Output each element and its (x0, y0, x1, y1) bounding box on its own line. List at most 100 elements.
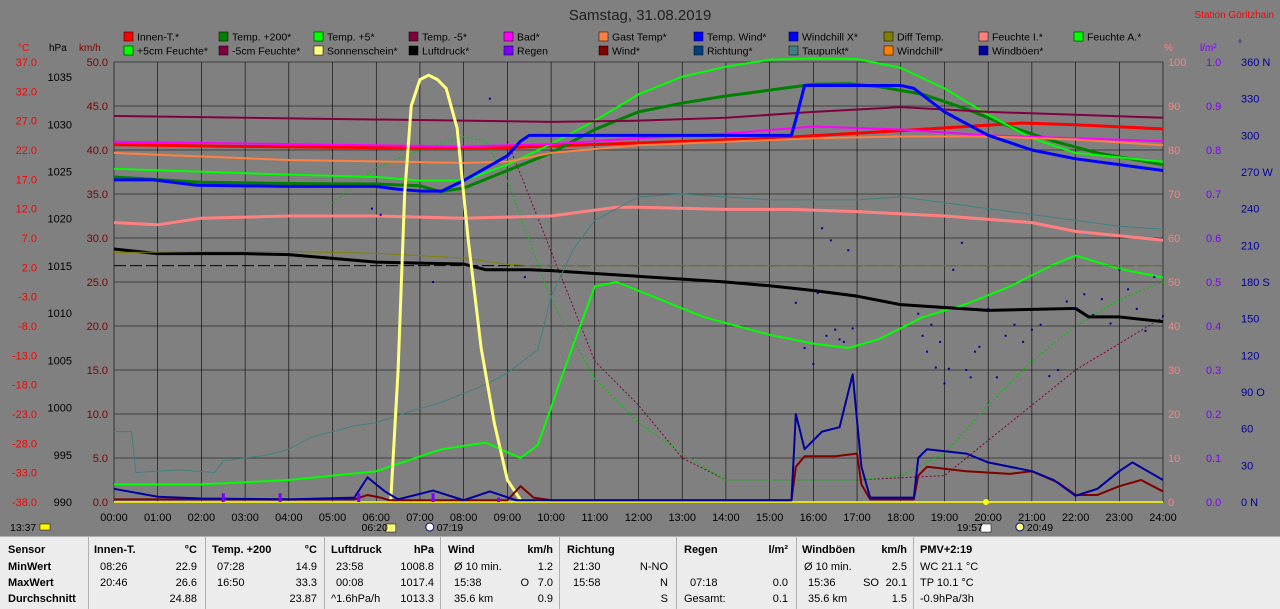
y-tick-kmh: 0.0 (93, 497, 108, 509)
footer-max-time: 15:58 (573, 577, 601, 589)
statistics-footer: Sensor MinWert MaxWert Durchschnitt Inne… (0, 536, 1280, 609)
y-tick-celsius: -38.0 (12, 497, 37, 509)
direction-point (488, 97, 491, 100)
y-tick-lm2: 1.0 (1206, 57, 1221, 69)
legend-swatch-windchill (883, 45, 894, 56)
footer-unit: °C (304, 544, 317, 556)
x-tick-label: 12:00 (625, 512, 653, 524)
x-tick-label: 21:00 (1018, 512, 1046, 524)
legend-swatch-feuchte-i (978, 31, 989, 42)
direction-point (987, 307, 990, 310)
rain-bar (221, 493, 225, 502)
y-tick-kmh: 25.0 (87, 277, 108, 289)
y-tick-kmh: 35.0 (87, 189, 108, 201)
chart-background (0, 0, 1280, 536)
footer-windchill: WC 21.1 °C (920, 561, 979, 573)
x-tick-label: 00:00 (100, 512, 128, 524)
footer-max-value: N (660, 577, 668, 589)
direction-point (1013, 323, 1016, 326)
direction-point (1004, 334, 1007, 337)
footer-max-time: 00:08 (336, 577, 364, 589)
direction-point (934, 366, 937, 369)
footer-unit: km/h (881, 544, 907, 556)
direction-point (1118, 268, 1121, 271)
legend-swatch-temp-200 (218, 31, 229, 42)
legend-label-richtung: Richtung* (707, 46, 753, 58)
legend-label-gast-temp: Gast Temp* (612, 32, 667, 44)
direction-point (825, 334, 828, 337)
footer-row-min: MinWert (8, 561, 52, 573)
footer-max-value: 0.0 (772, 577, 788, 589)
series-temp-5 (113, 57, 1164, 182)
direction-point (379, 213, 382, 216)
footer-unit: km/h (527, 544, 553, 556)
y-tick-lm2: 0.1 (1206, 453, 1221, 465)
footer-block-wind: Wind km/h Ø 10 min. 1.2 15:38 O 7.0 35.6… (440, 537, 560, 609)
direction-point (1022, 340, 1025, 343)
legend-swatch-feuchte-a (1073, 31, 1084, 42)
direction-point (1127, 288, 1130, 291)
legend-label-windb-en: Windböen* (992, 46, 1043, 58)
direction-point (1065, 300, 1068, 303)
direction-point (969, 376, 972, 379)
y-tick-percent: 20 (1168, 409, 1180, 421)
legend-label-luftdruck: Luftdruck* (422, 46, 469, 58)
y-tick-kmh: 40.0 (87, 145, 108, 157)
direction-point (960, 241, 963, 244)
y-tick-kmh: 30.0 (87, 233, 108, 245)
x-tick-label: 17:00 (843, 512, 871, 524)
axis-layer: 00:00 01:00 02:00 03:00 04:00 05:00 06:00 07:00… (10, 57, 1273, 534)
footer-min-time: 21:30 (573, 561, 601, 573)
axis-unit-celsius: °C (18, 43, 29, 54)
footer-avg-label: 35.6 km (808, 593, 848, 605)
footer-avg-label: ^1.6hPa/h (331, 593, 381, 605)
y-tick-celsius: 2.0 (22, 262, 37, 274)
series-innen-t (113, 121, 1164, 150)
y-tick-hpa: 1005 (48, 355, 72, 367)
y-tick-celsius: 27.0 (16, 116, 37, 128)
footer-avg-value: 23.87 (289, 593, 317, 605)
y-tick-celsius: -3.0 (18, 292, 37, 304)
legend-label-bad: Bad* (517, 32, 540, 44)
direction-point (952, 268, 955, 271)
footer-min-time: 23:58 (336, 561, 364, 573)
y-tick-deg: 120 (1241, 350, 1259, 362)
current-time: 13:37 (10, 522, 36, 534)
chart-title: Samstag, 31.08.2019 (569, 7, 712, 24)
footer-avg-value: 1.5 (891, 593, 907, 605)
footer-min-time: 08:26 (100, 561, 128, 573)
legend-swatch-bad (503, 31, 514, 42)
direction-point (947, 367, 950, 370)
sunset-marker (982, 499, 989, 505)
y-tick-celsius: -13.0 (12, 350, 37, 362)
moonset-time: 20:49 (1027, 522, 1053, 534)
y-tick-celsius: 7.0 (22, 233, 37, 245)
legend-swatch-temp-5 (408, 31, 419, 42)
y-tick-percent: 90 (1168, 101, 1180, 113)
x-tick-label: 02:00 (188, 512, 216, 524)
direction-point (794, 301, 797, 304)
series-5cm-feuchte (506, 141, 1164, 481)
direction-point (829, 239, 832, 242)
y-tick-lm2: 0.2 (1206, 409, 1221, 421)
axis-unit-lm2: l/m² (1200, 43, 1217, 54)
axis-unit-hpa: hPa (49, 43, 67, 54)
footer-min-time: 07:28 (217, 561, 245, 573)
direction-point (974, 350, 977, 353)
direction-point (1135, 307, 1138, 310)
y-tick-hpa: 1025 (48, 167, 72, 179)
footer-block-windboen: Windböen km/h Ø 10 min. 2.5 15:36 SO 20.… (796, 537, 914, 609)
y-tick-deg: 330 (1241, 94, 1259, 106)
y-tick-hpa: 1015 (48, 261, 72, 273)
footer-avg-label: 35.6 km (454, 593, 494, 605)
series-gast-temp (113, 135, 1164, 164)
direction-point (523, 276, 526, 279)
y-tick-hpa: 1000 (48, 403, 72, 415)
current-time-icon (39, 523, 51, 531)
series-feuchte-i (113, 205, 1164, 242)
footer-row-max: MaxWert (8, 577, 54, 589)
series-luftdruck (113, 247, 1164, 324)
x-tick-label: 15:00 (756, 512, 784, 524)
direction-point (812, 362, 815, 365)
x-tick-label: 23:00 (1106, 512, 1134, 524)
